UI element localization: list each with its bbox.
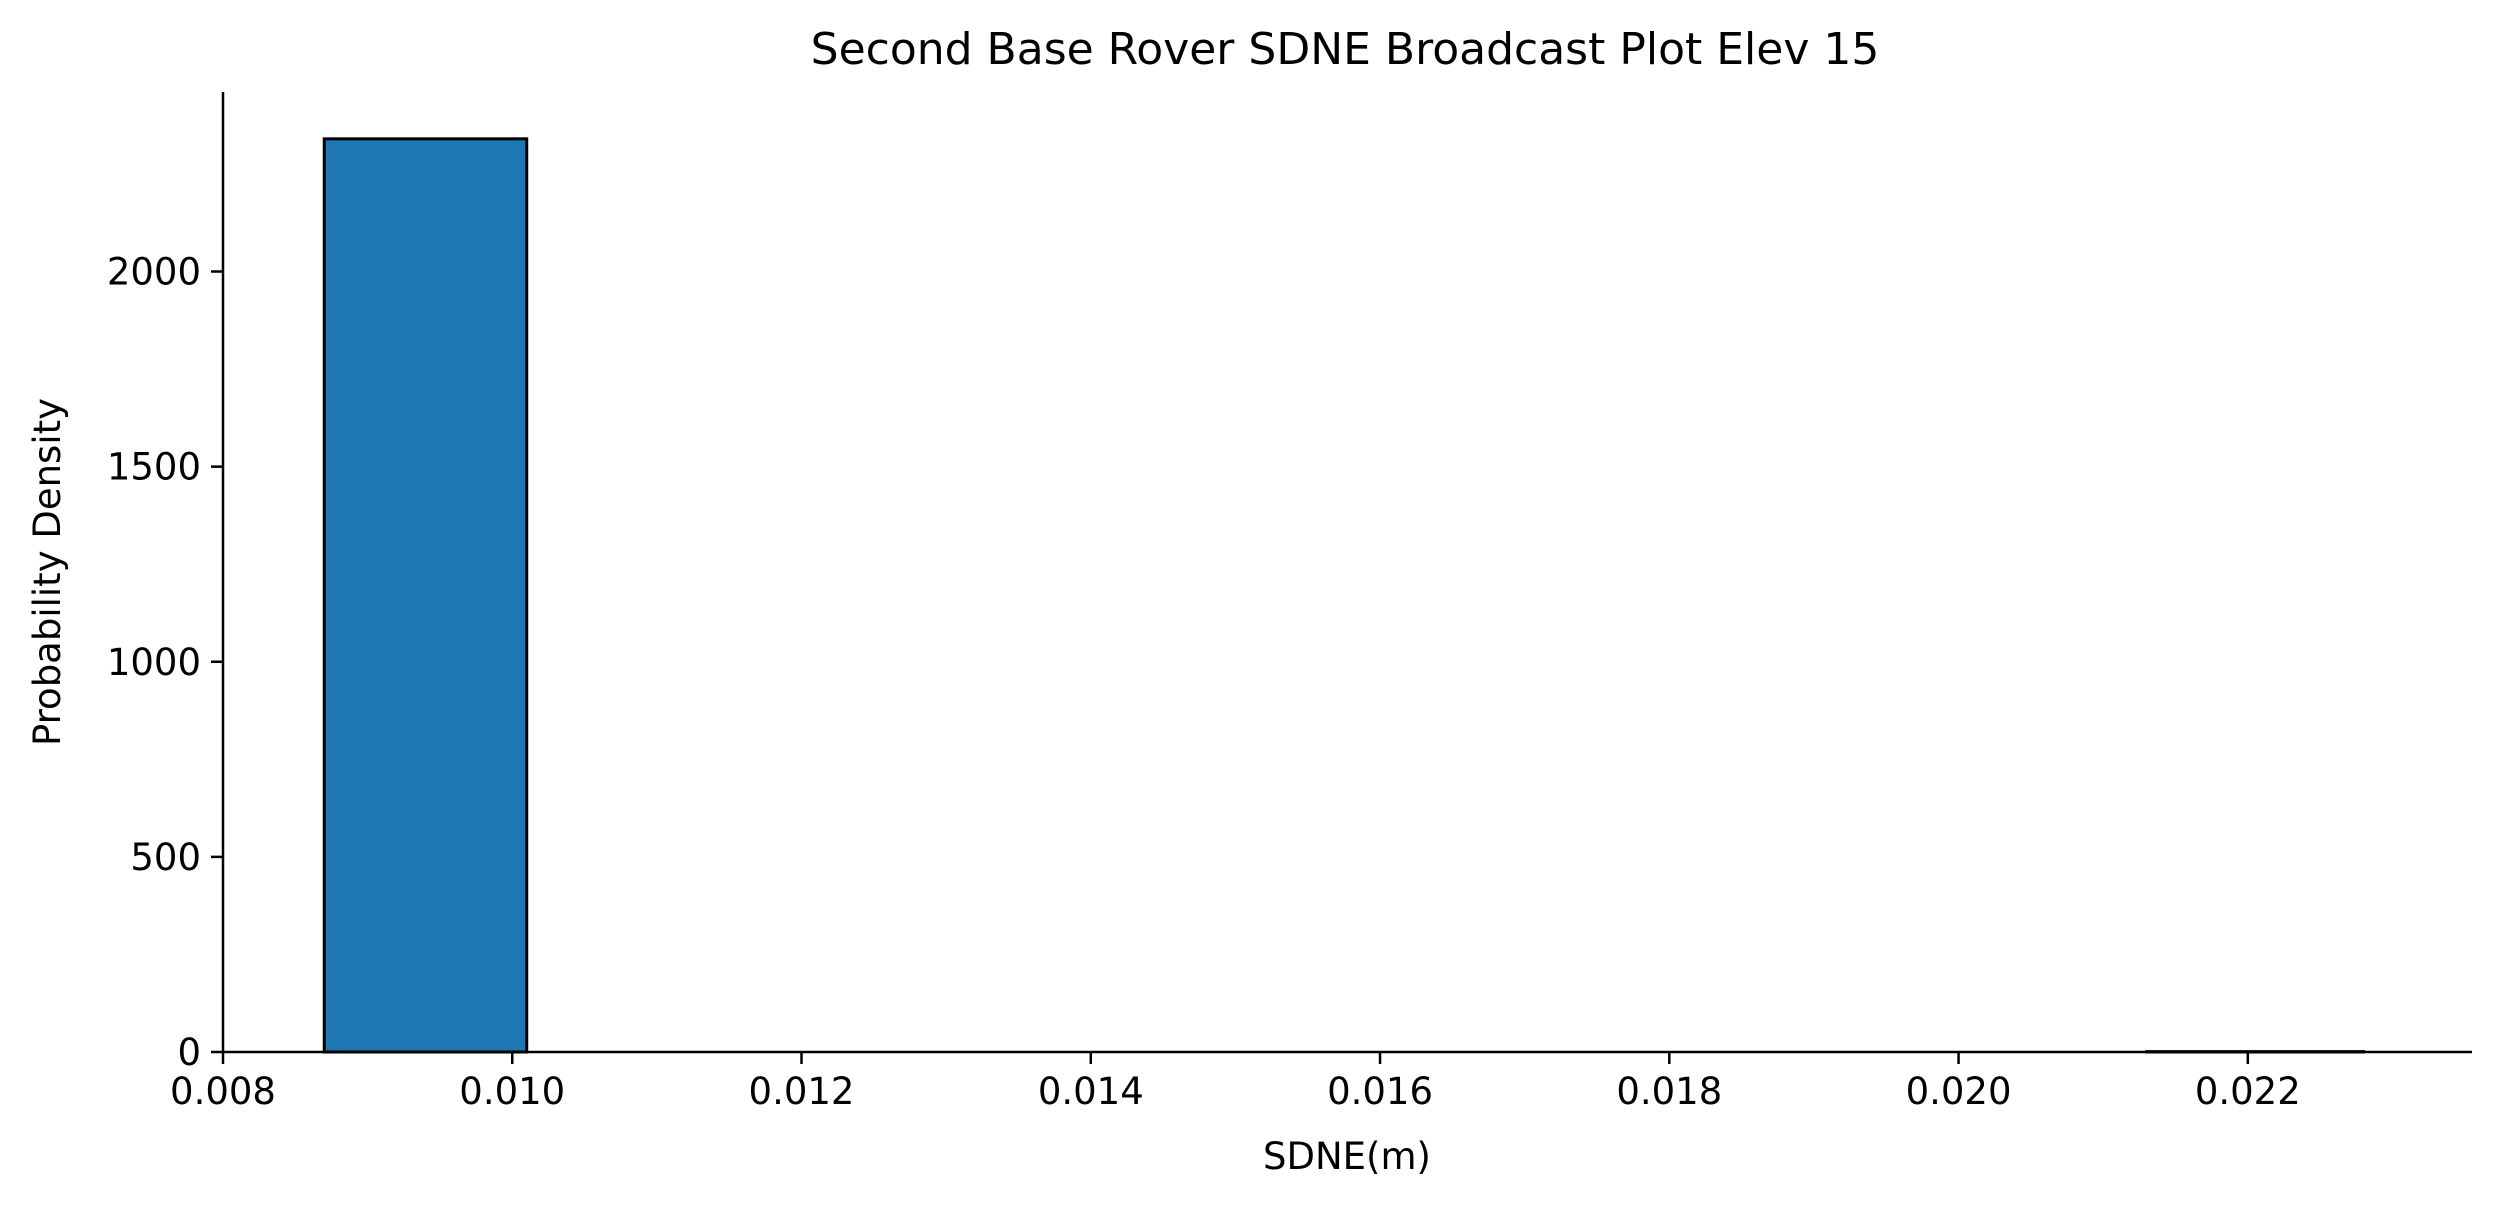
- x-axis-ticks: 0.008 0.010 0.012 0.014 0.016 0.018 0.020 0.022: [170, 1052, 2301, 1113]
- x-tick-label: 0.014: [1038, 1070, 1144, 1113]
- x-axis-label: SDNE(m): [1263, 1135, 1431, 1178]
- x-tick-label: 0.016: [1327, 1070, 1433, 1113]
- chart-title: Second Base Rover SDNE Broadcast Plot El…: [811, 24, 1880, 75]
- x-tick-label: 0.008: [170, 1070, 276, 1113]
- y-axis-label: Probability Density: [26, 398, 69, 746]
- y-tick-label: 0: [177, 1031, 201, 1074]
- y-tick-label: 2000: [107, 251, 201, 294]
- histogram-bars: [322, 137, 2366, 1054]
- y-tick-label: 1500: [107, 446, 201, 489]
- x-tick-label: 0.020: [1906, 1070, 2012, 1113]
- x-tick-label: 0.018: [1616, 1070, 1722, 1113]
- x-tick-label: 0.010: [459, 1070, 565, 1113]
- y-tick-label: 1000: [107, 641, 201, 684]
- x-tick-label: 0.022: [2195, 1070, 2301, 1113]
- x-tick-label: 0.012: [749, 1070, 855, 1113]
- y-axis-ticks: 0 500 1000 1500 2000: [107, 251, 223, 1074]
- histogram-bar-0: [322, 137, 529, 1054]
- y-tick-label: 500: [130, 836, 201, 879]
